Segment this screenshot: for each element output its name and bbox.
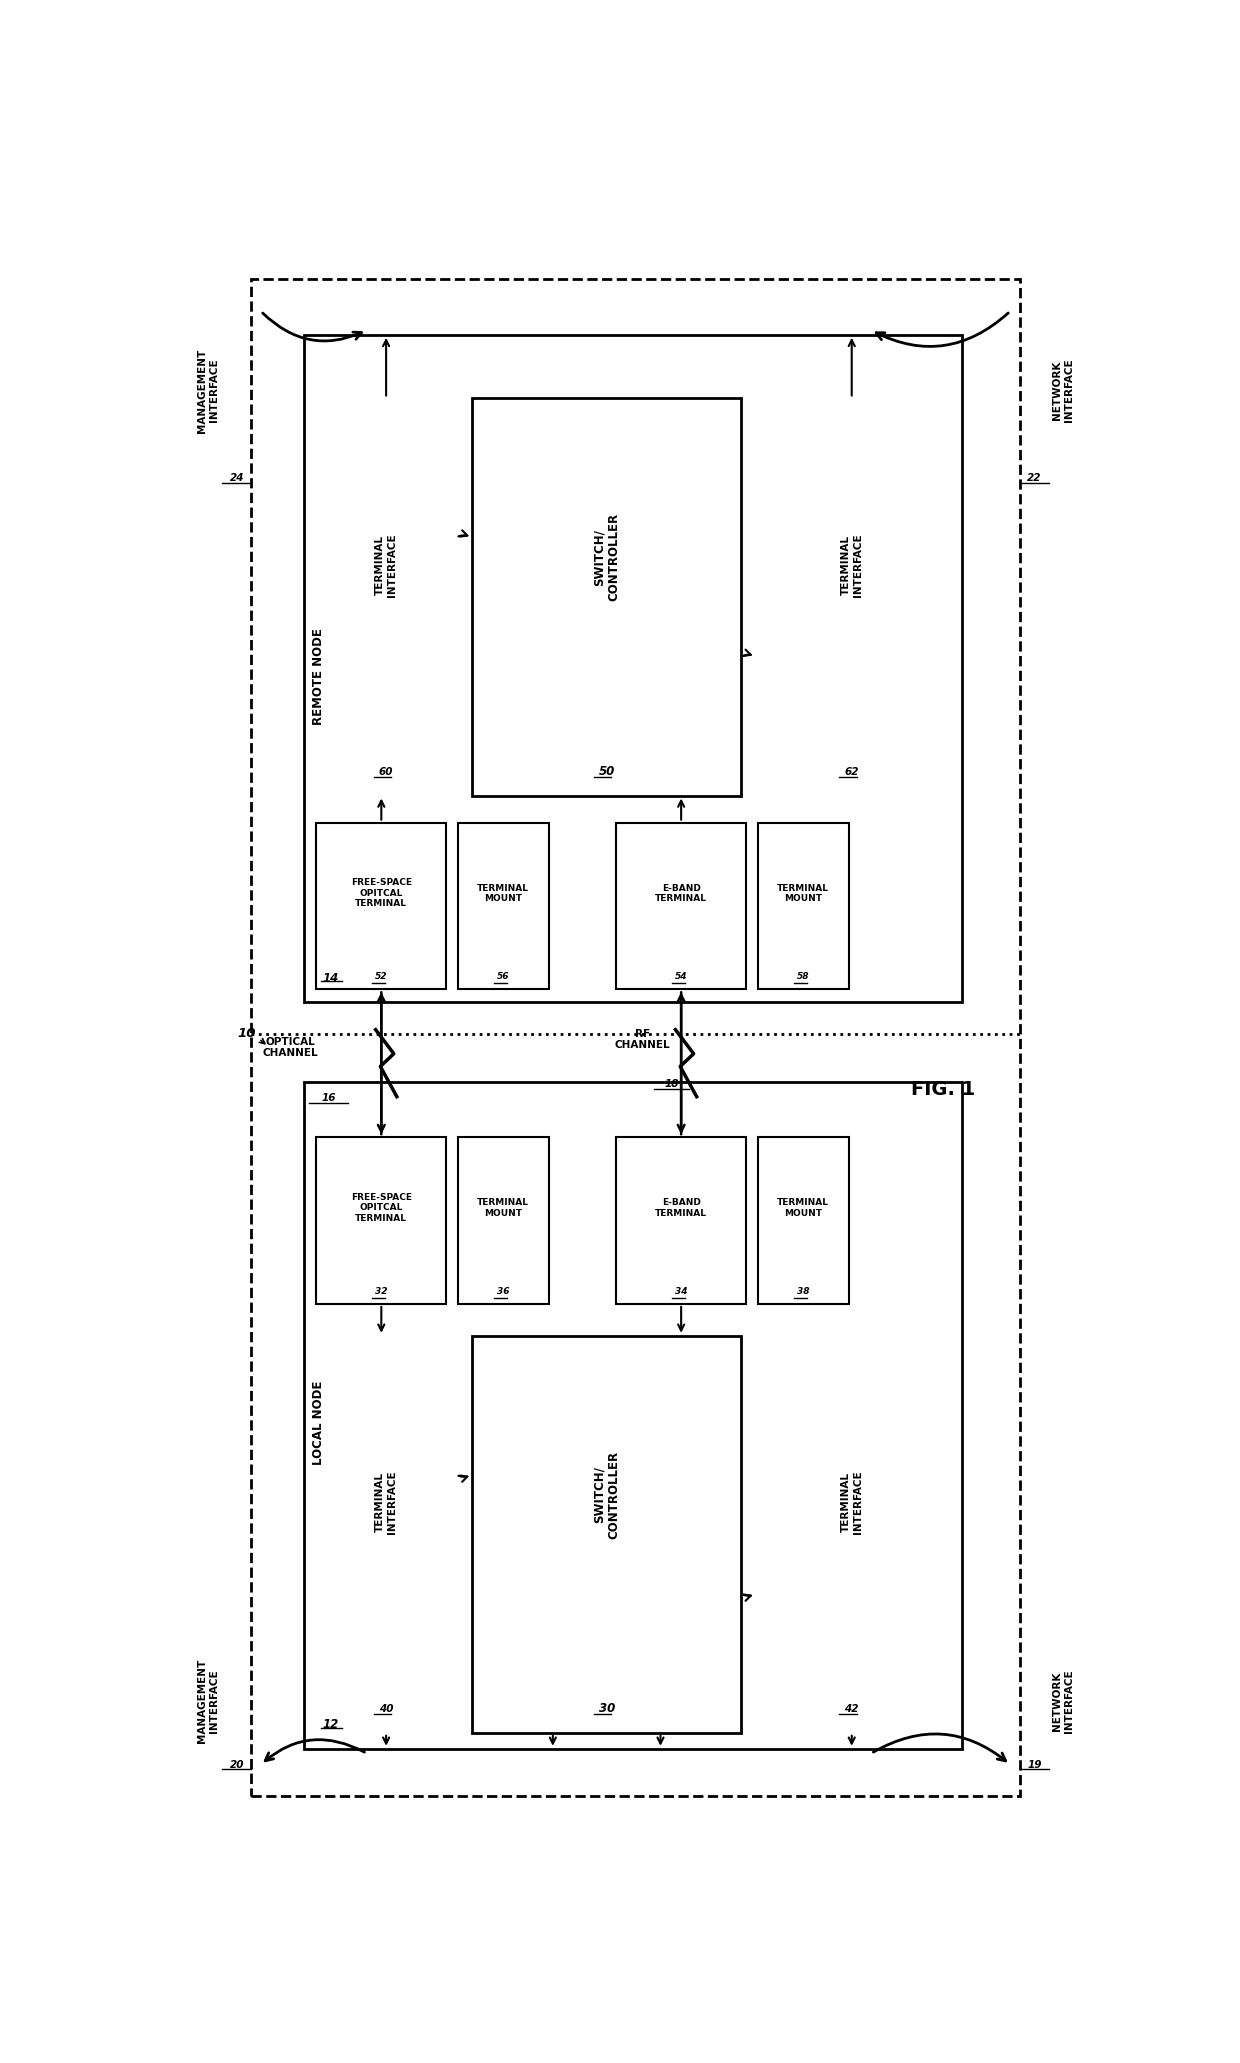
Text: 32: 32 xyxy=(374,1287,388,1296)
Text: LOCAL NODE: LOCAL NODE xyxy=(312,1380,325,1465)
Text: TERMINAL
MOUNT: TERMINAL MOUNT xyxy=(777,1199,830,1217)
Text: 50: 50 xyxy=(599,765,615,778)
Text: SWITCH/
CONTROLLER: SWITCH/ CONTROLLER xyxy=(593,514,621,602)
Text: 16: 16 xyxy=(321,1093,336,1104)
Text: TERMINAL
INTERFACE: TERMINAL INTERFACE xyxy=(841,534,863,596)
Bar xyxy=(758,1137,849,1304)
Bar xyxy=(458,823,549,990)
Bar xyxy=(316,823,446,990)
Text: 38: 38 xyxy=(797,1287,810,1296)
Text: NETWORK
INTERFACE: NETWORK INTERFACE xyxy=(1053,359,1074,423)
Text: TERMINAL
INTERFACE: TERMINAL INTERFACE xyxy=(841,1471,863,1535)
Text: TERMINAL
MOUNT: TERMINAL MOUNT xyxy=(477,1199,529,1217)
Text: TERMINAL
MOUNT: TERMINAL MOUNT xyxy=(777,883,830,904)
Bar xyxy=(472,398,742,796)
Bar xyxy=(758,823,849,990)
Text: 10: 10 xyxy=(237,1027,255,1040)
Bar xyxy=(458,1137,549,1304)
Text: 36: 36 xyxy=(497,1287,510,1296)
Text: OPTICAL
CHANNEL: OPTICAL CHANNEL xyxy=(262,1036,317,1058)
Text: 58: 58 xyxy=(797,972,810,982)
Text: MANAGEMENT
INTERFACE: MANAGEMENT INTERFACE xyxy=(197,349,218,433)
Text: 20: 20 xyxy=(229,1760,244,1770)
Text: 62: 62 xyxy=(844,767,859,778)
Text: MANAGEMENT
INTERFACE: MANAGEMENT INTERFACE xyxy=(197,1659,218,1743)
Text: RF
CHANNEL: RF CHANNEL xyxy=(615,1029,671,1050)
Text: NETWORK
INTERFACE: NETWORK INTERFACE xyxy=(1053,1669,1074,1733)
Text: 40: 40 xyxy=(379,1704,393,1714)
Bar xyxy=(472,1335,742,1733)
Text: SWITCH/
CONTROLLER: SWITCH/ CONTROLLER xyxy=(593,1450,621,1539)
Text: E-BAND
TERMINAL: E-BAND TERMINAL xyxy=(655,1199,707,1217)
Text: FREE-SPACE
OPITCAL
TERMINAL: FREE-SPACE OPITCAL TERMINAL xyxy=(351,879,412,908)
Bar xyxy=(304,1081,962,1749)
Text: FREE-SPACE
OPITCAL
TERMINAL: FREE-SPACE OPITCAL TERMINAL xyxy=(351,1192,412,1223)
Text: 12: 12 xyxy=(322,1718,339,1731)
Text: FIG. 1: FIG. 1 xyxy=(911,1079,975,1100)
Text: 24: 24 xyxy=(229,472,244,483)
Text: 22: 22 xyxy=(1027,472,1042,483)
Text: 19: 19 xyxy=(1027,1760,1042,1770)
Text: TERMINAL
MOUNT: TERMINAL MOUNT xyxy=(477,883,529,904)
Text: TERMINAL
INTERFACE: TERMINAL INTERFACE xyxy=(376,1471,397,1535)
Text: REMOTE NODE: REMOTE NODE xyxy=(312,627,325,724)
Text: 60: 60 xyxy=(379,767,393,778)
Bar xyxy=(616,1137,746,1304)
Text: 34: 34 xyxy=(675,1287,687,1296)
Text: 18: 18 xyxy=(665,1079,678,1089)
Bar xyxy=(316,1137,446,1304)
Text: E-BAND
TERMINAL: E-BAND TERMINAL xyxy=(655,883,707,904)
Bar xyxy=(304,334,962,1003)
Text: 56: 56 xyxy=(497,972,510,982)
Text: 42: 42 xyxy=(844,1704,859,1714)
Bar xyxy=(616,823,746,990)
Text: 14: 14 xyxy=(322,972,339,984)
Text: 52: 52 xyxy=(374,972,388,982)
Text: 54: 54 xyxy=(675,972,687,982)
Text: 30: 30 xyxy=(599,1702,615,1716)
Bar xyxy=(250,279,1021,1797)
Text: TERMINAL
INTERFACE: TERMINAL INTERFACE xyxy=(376,534,397,596)
